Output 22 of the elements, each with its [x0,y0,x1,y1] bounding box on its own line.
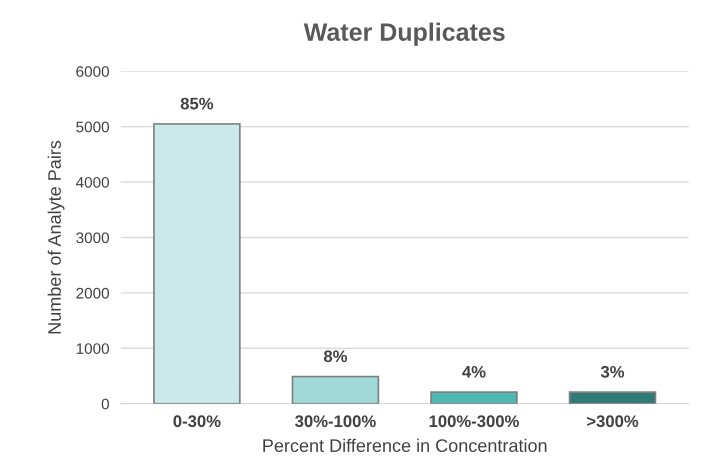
x-tick-label: >300% [587,415,638,428]
chart-title: Water Duplicates [304,22,505,46]
y-tick-label: 3000 [76,232,109,244]
y-axis-title: Number of Analyte Pairs [48,140,64,334]
bar [292,376,380,404]
annotation: 4% [462,366,486,378]
y-tick-label: 0 [102,398,109,410]
x-tick-label: 0-30% [173,415,221,428]
bar [153,123,241,404]
x-tick-label: 100%-300% [430,415,519,428]
annotation: 3% [600,366,624,378]
x-tick-label: 30%-100% [295,415,376,428]
y-tick-label: 6000 [76,66,109,77]
y-tick-label: 4000 [76,176,109,188]
y-tick-label: 1000 [76,343,109,354]
y-tick-label: 2000 [76,288,109,299]
y-tick-label: 5000 [76,122,109,132]
annotation: 8% [324,350,348,362]
bar [430,391,518,404]
x-axis-title: Percent Difference in Concentration [263,438,546,452]
annotation: 85% [180,98,214,110]
bar [568,391,656,404]
